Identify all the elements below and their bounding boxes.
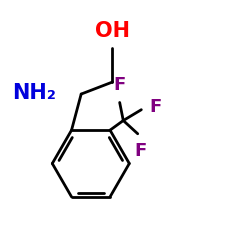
Text: F: F	[134, 142, 146, 160]
Text: F: F	[150, 98, 162, 116]
Text: F: F	[114, 76, 126, 94]
Text: NH₂: NH₂	[12, 83, 56, 103]
Text: OH: OH	[95, 21, 130, 41]
